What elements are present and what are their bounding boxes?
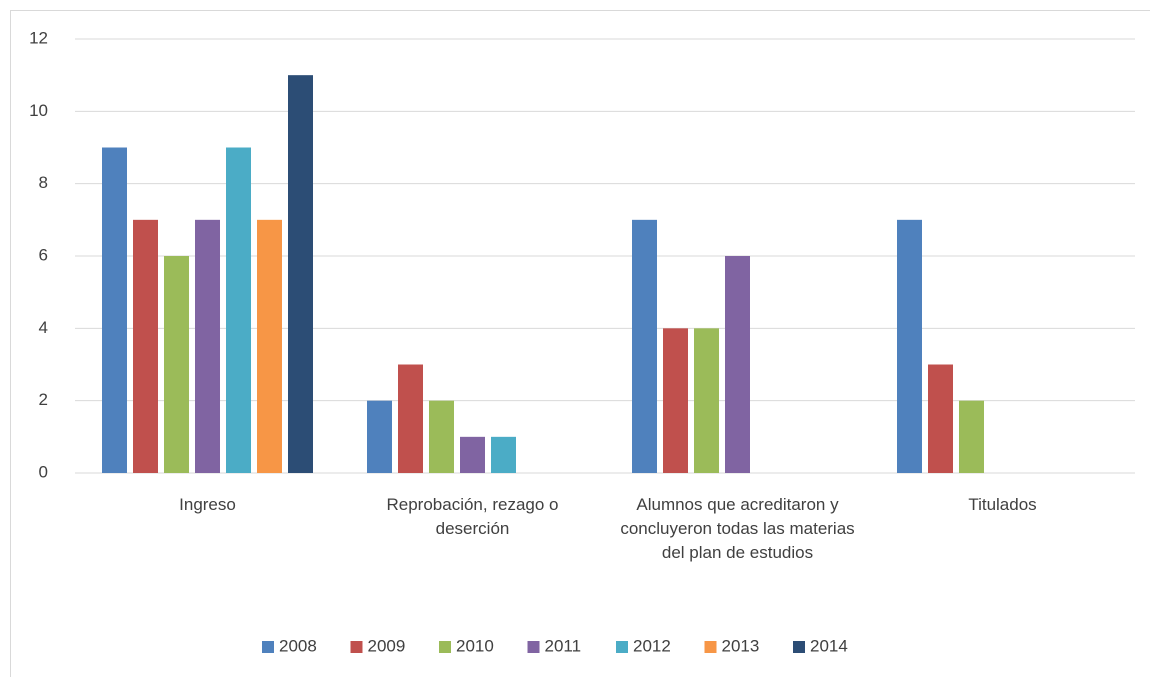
bar xyxy=(663,328,688,473)
bar xyxy=(491,436,516,473)
legend-swatch xyxy=(704,641,717,653)
y-tick-label: 2 xyxy=(39,390,48,409)
y-tick-label: 8 xyxy=(39,173,48,192)
bar xyxy=(195,219,220,473)
legend-label: 2013 xyxy=(722,636,760,655)
bar xyxy=(133,219,158,473)
legend-swatch xyxy=(527,641,540,653)
legend-swatch xyxy=(616,641,628,653)
legend-swatch xyxy=(439,641,451,653)
legend-label: 2009 xyxy=(368,636,406,655)
x-tick-label: Alumnos que acreditaron y concluyeron to… xyxy=(620,495,855,562)
legend-label: 2012 xyxy=(633,636,671,655)
bar xyxy=(398,364,423,473)
bar xyxy=(897,219,922,473)
legend-swatch xyxy=(793,641,805,653)
bar xyxy=(632,219,657,473)
x-tick-label: Ingreso xyxy=(179,495,236,514)
bar xyxy=(725,256,750,473)
legend-swatch xyxy=(350,641,363,653)
legend-swatch xyxy=(262,641,274,653)
y-tick-label: 4 xyxy=(39,318,48,337)
chart-frame xyxy=(10,10,1150,677)
y-tick-label: 12 xyxy=(29,28,48,47)
legend-label: 2008 xyxy=(279,636,317,655)
y-tick-label: 10 xyxy=(29,101,48,120)
bar xyxy=(367,400,392,473)
bar xyxy=(288,75,313,474)
bar xyxy=(226,147,251,473)
bar xyxy=(164,256,189,473)
legend-label: 2010 xyxy=(456,636,494,655)
legend-label: 2011 xyxy=(545,636,582,655)
bar xyxy=(928,364,953,473)
bar xyxy=(257,219,282,473)
x-tick-label: Reprobación, rezago o deserción xyxy=(386,495,559,538)
bar xyxy=(959,400,984,473)
bar xyxy=(429,400,454,473)
y-tick-label: 0 xyxy=(39,462,48,481)
bar xyxy=(460,436,485,473)
y-tick-label: 6 xyxy=(39,245,48,264)
bar xyxy=(102,147,127,473)
x-tick-label: Titulados xyxy=(968,495,1037,514)
legend-label: 2014 xyxy=(810,636,848,655)
bar xyxy=(694,328,719,473)
